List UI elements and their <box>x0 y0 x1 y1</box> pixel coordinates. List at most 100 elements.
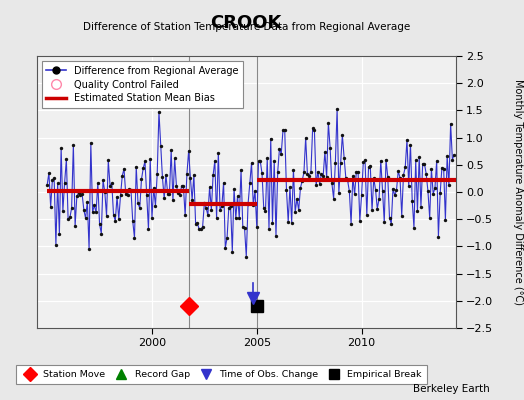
Point <box>270 158 278 164</box>
Point <box>366 163 375 170</box>
Point <box>137 176 146 182</box>
Point <box>106 182 114 189</box>
Point <box>165 190 173 197</box>
Point <box>89 209 97 215</box>
Point <box>66 214 74 221</box>
Point <box>176 192 184 198</box>
Point <box>151 202 160 209</box>
Point <box>324 120 333 126</box>
Point <box>220 180 228 186</box>
Point <box>450 152 458 158</box>
Point <box>275 145 283 152</box>
Point <box>228 248 236 255</box>
Point <box>130 235 139 241</box>
Point <box>258 170 266 177</box>
Point <box>221 245 230 251</box>
Point <box>216 207 224 213</box>
Point <box>90 202 99 208</box>
Point <box>445 182 453 188</box>
Point <box>127 187 135 194</box>
Point <box>432 158 441 164</box>
Point <box>410 224 418 231</box>
Point <box>190 172 198 178</box>
Point <box>55 230 63 237</box>
Point <box>174 190 182 197</box>
Point <box>132 164 140 170</box>
Point <box>157 142 165 149</box>
Point <box>188 197 196 203</box>
Point <box>413 208 422 214</box>
Point <box>101 189 109 195</box>
Point <box>94 180 102 186</box>
Point <box>118 172 126 179</box>
Point <box>199 224 207 230</box>
Point <box>309 125 317 132</box>
Point <box>357 192 366 199</box>
Point <box>253 224 261 230</box>
Point <box>348 173 357 180</box>
Point <box>279 127 287 134</box>
Point <box>144 226 152 232</box>
Point <box>73 193 81 199</box>
Point <box>326 145 334 151</box>
Point <box>372 186 380 193</box>
Text: Berkeley Earth: Berkeley Earth <box>413 384 490 394</box>
Point <box>116 192 125 199</box>
Point <box>301 134 310 141</box>
Point <box>333 106 341 112</box>
Point <box>268 220 277 226</box>
Point <box>359 159 367 165</box>
Point <box>80 207 88 213</box>
Point <box>238 223 247 230</box>
Point <box>305 172 313 179</box>
Point <box>230 186 238 192</box>
Point <box>342 175 350 181</box>
Point <box>172 182 181 189</box>
Point <box>76 192 84 198</box>
Point <box>427 166 435 172</box>
Point <box>401 164 409 170</box>
Point <box>288 219 296 226</box>
Point <box>59 208 67 214</box>
Point <box>291 209 299 215</box>
Point <box>249 202 257 208</box>
Point <box>363 212 371 218</box>
Point <box>60 179 69 186</box>
Point <box>436 190 444 196</box>
Point <box>204 212 212 218</box>
Point <box>434 233 443 240</box>
Point <box>128 218 137 224</box>
Point <box>425 215 434 221</box>
Point <box>265 226 273 232</box>
Point <box>256 158 265 164</box>
Point <box>422 171 430 177</box>
Point <box>405 182 413 189</box>
Point <box>368 207 376 213</box>
Point <box>125 186 134 192</box>
Point <box>396 175 404 181</box>
Point <box>443 153 451 159</box>
Point <box>259 205 268 212</box>
Point <box>74 190 83 196</box>
Point <box>354 168 362 175</box>
Point <box>335 190 343 196</box>
Point <box>158 174 167 181</box>
Point <box>317 171 325 177</box>
Point <box>277 151 286 157</box>
Point <box>384 174 392 180</box>
Point <box>92 209 100 216</box>
Point <box>107 180 116 187</box>
Point <box>97 230 105 237</box>
Point <box>86 140 95 146</box>
Point <box>385 215 394 221</box>
Point <box>408 198 417 204</box>
Point <box>286 184 294 190</box>
Point <box>438 164 446 171</box>
Point <box>50 175 58 182</box>
Point <box>120 166 128 172</box>
Point <box>235 215 244 221</box>
Point <box>351 191 359 198</box>
Point <box>254 158 263 165</box>
Point <box>300 169 308 176</box>
Point <box>193 220 202 226</box>
